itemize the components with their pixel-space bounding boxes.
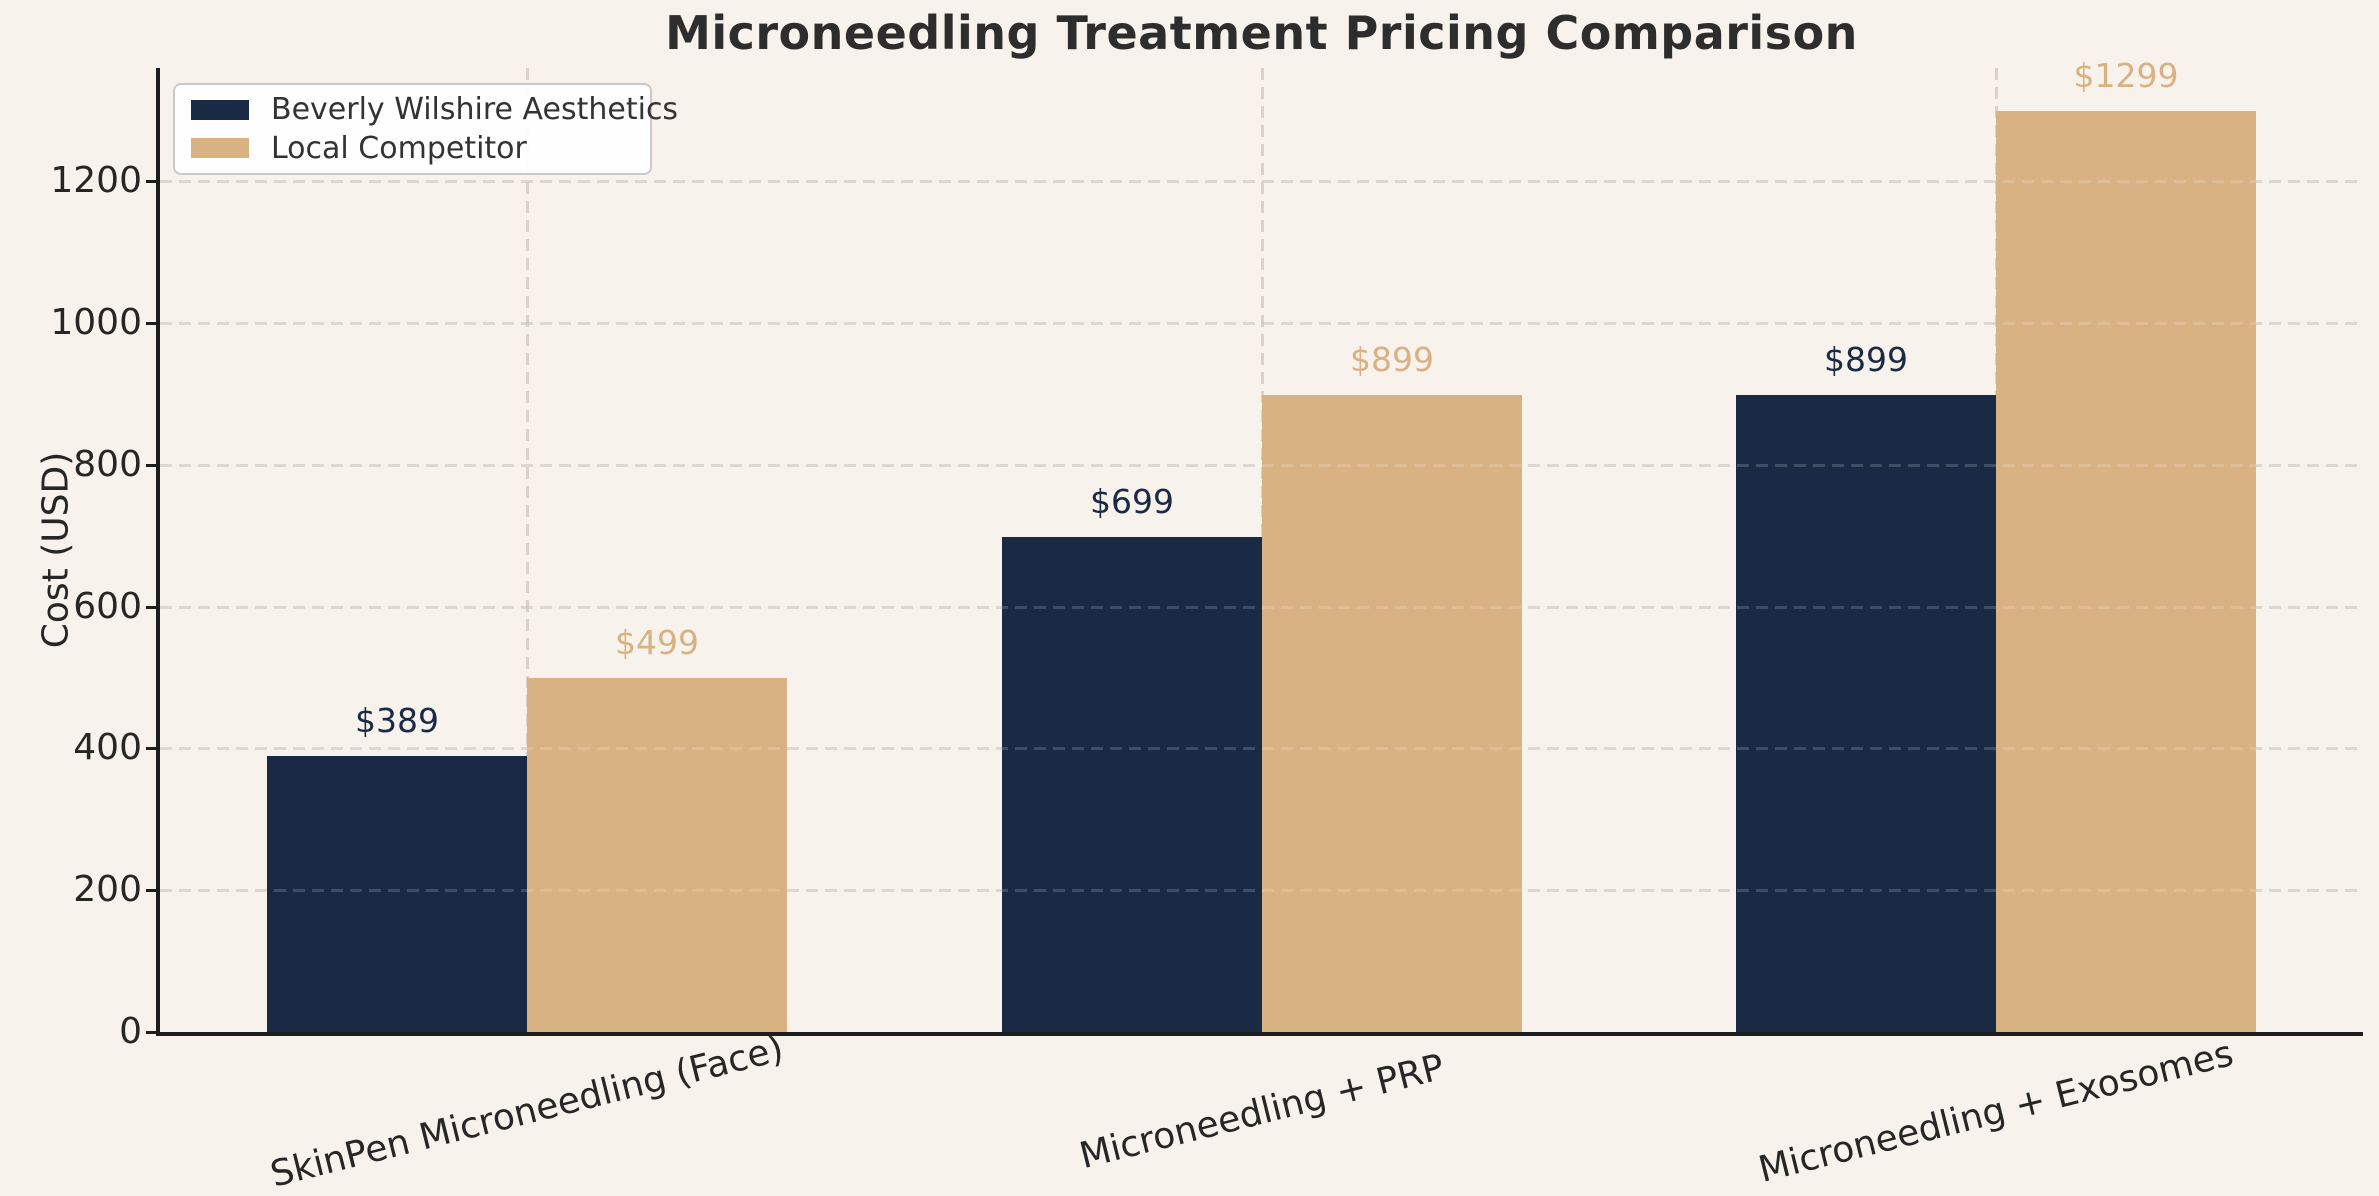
- bar-value-label: $499: [615, 623, 699, 662]
- y-tick-mark: [146, 180, 158, 184]
- x-tick-label-microneedling-exosomes: Microneedling + Exosomes: [1754, 1033, 2238, 1191]
- bar-beverly-wilshire-aesthetics-microneedling-prp: [1002, 537, 1262, 1032]
- legend-label: Beverly Wilshire Aesthetics: [271, 92, 679, 128]
- x-tick-label-skinpen-microneedling-face: SkinPen Microneedling (Face): [266, 1028, 788, 1196]
- y-tick-label: 0: [119, 1011, 142, 1052]
- gridline-overlay: [160, 180, 2363, 184]
- bar-beverly-wilshire-aesthetics-skinpen-microneedling-face: [267, 756, 527, 1032]
- bar-value-label: $899: [1350, 340, 1434, 379]
- y-tick-mark: [146, 889, 158, 893]
- legend-swatch: [191, 99, 249, 120]
- y-tick-label: 1200: [50, 160, 142, 202]
- gridline-overlay: [160, 889, 2363, 893]
- gridline-overlay: [160, 322, 2363, 326]
- bar-value-label: $899: [1824, 340, 1908, 379]
- legend-swatch: [191, 138, 249, 159]
- bar-local-competitor-microneedling-prp: [1262, 395, 1522, 1032]
- bar-value-label: $699: [1090, 482, 1174, 521]
- y-tick-mark: [146, 1031, 158, 1034]
- gridline-overlay: [160, 463, 2363, 467]
- legend-item-beverly-wilshire-aesthetics: Beverly Wilshire Aesthetics: [191, 92, 678, 127]
- x-tick-label-microneedling-prp: Microneedling + PRP: [1075, 1046, 1449, 1178]
- bar-local-competitor-skinpen-microneedling-face: [527, 678, 787, 1032]
- gridline-overlay: [160, 747, 2363, 751]
- legend: Beverly Wilshire Aesthetics Local Competi…: [173, 83, 678, 175]
- y-tick-mark: [146, 322, 158, 326]
- y-tick-mark: [146, 463, 158, 467]
- y-tick-label: 400: [73, 727, 142, 769]
- y-tick-label: 800: [73, 443, 142, 485]
- bar-value-label: $1299: [2073, 56, 2179, 95]
- legend-item-local-competitor: Local Competitor: [191, 131, 634, 166]
- y-tick-mark: [146, 605, 158, 609]
- bar-beverly-wilshire-aesthetics-microneedling-exosomes: [1736, 395, 1996, 1032]
- y-tick-mark: [146, 747, 158, 751]
- legend-label: Local Competitor: [271, 130, 527, 166]
- y-tick-label: 1000: [50, 302, 142, 344]
- y-tick-label: 600: [73, 585, 142, 627]
- chart-title: Microneedling Treatment Pricing Comparis…: [665, 6, 1858, 60]
- gridline-x-skinpen-microneedling-face: [526, 68, 529, 1032]
- bar-local-competitor-microneedling-exosomes: [1996, 111, 2256, 1032]
- plot-area: $389 $499 $699 $899 $899 $1299: [156, 56, 2363, 1036]
- gridline-overlay: [160, 605, 2363, 609]
- bar-value-label: $389: [355, 701, 439, 740]
- y-tick-label: 200: [73, 869, 142, 911]
